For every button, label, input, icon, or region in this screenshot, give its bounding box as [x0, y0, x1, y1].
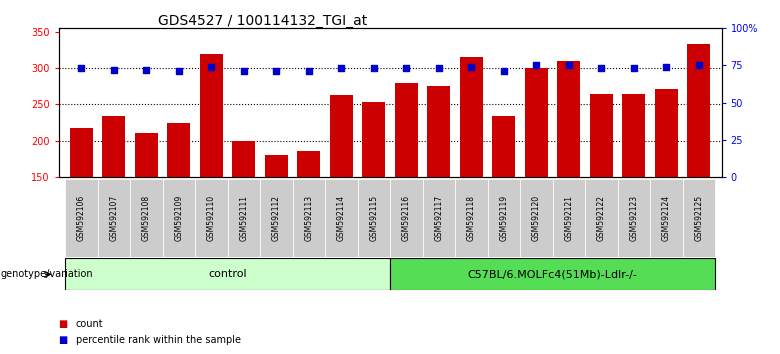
Text: percentile rank within the sample: percentile rank within the sample	[76, 335, 241, 345]
Text: GSM592124: GSM592124	[661, 195, 671, 241]
FancyBboxPatch shape	[423, 179, 455, 257]
Point	[270, 69, 282, 74]
Point	[562, 63, 575, 68]
Bar	[363, 102, 385, 286]
Text: GSM592111: GSM592111	[239, 195, 248, 241]
Text: GSM592107: GSM592107	[109, 195, 119, 241]
Text: GSM592119: GSM592119	[499, 195, 509, 241]
Bar	[655, 88, 678, 286]
FancyBboxPatch shape	[585, 179, 618, 257]
Bar	[232, 141, 255, 286]
FancyBboxPatch shape	[682, 179, 715, 257]
Text: GSM592109: GSM592109	[174, 195, 183, 241]
Bar	[460, 57, 483, 286]
FancyBboxPatch shape	[292, 179, 325, 257]
FancyBboxPatch shape	[195, 179, 228, 257]
Point	[108, 67, 120, 73]
Text: GSM592121: GSM592121	[564, 195, 573, 241]
Text: ■: ■	[58, 319, 68, 329]
Bar	[687, 44, 710, 286]
FancyBboxPatch shape	[520, 179, 552, 257]
Text: GSM592108: GSM592108	[142, 195, 151, 241]
Text: GSM592120: GSM592120	[532, 195, 541, 241]
FancyBboxPatch shape	[260, 179, 292, 257]
Point	[465, 64, 477, 70]
Text: GSM592122: GSM592122	[597, 195, 606, 241]
Text: GSM592125: GSM592125	[694, 195, 704, 241]
Bar	[427, 86, 450, 286]
Text: GSM592115: GSM592115	[369, 195, 378, 241]
Point	[367, 65, 380, 71]
Point	[335, 65, 348, 71]
Text: genotype/variation: genotype/variation	[1, 269, 94, 279]
Bar	[135, 133, 158, 286]
Bar	[492, 116, 515, 286]
Point	[238, 69, 250, 74]
Text: GSM592118: GSM592118	[466, 195, 476, 241]
Point	[498, 69, 510, 74]
Point	[75, 65, 87, 71]
Point	[400, 65, 413, 71]
Bar	[297, 151, 320, 286]
Point	[693, 63, 705, 68]
FancyBboxPatch shape	[488, 179, 520, 257]
Text: C57BL/6.MOLFc4(51Mb)-Ldlr-/-: C57BL/6.MOLFc4(51Mb)-Ldlr-/-	[467, 269, 637, 279]
Text: GSM592113: GSM592113	[304, 195, 314, 241]
Bar	[395, 83, 417, 286]
Point	[660, 64, 672, 70]
FancyBboxPatch shape	[390, 179, 423, 257]
Bar	[265, 154, 288, 286]
FancyBboxPatch shape	[65, 179, 98, 257]
Text: GSM592114: GSM592114	[337, 195, 346, 241]
Bar	[330, 95, 353, 286]
Point	[628, 65, 640, 71]
FancyBboxPatch shape	[325, 179, 357, 257]
FancyBboxPatch shape	[552, 179, 585, 257]
Bar	[200, 54, 222, 286]
FancyBboxPatch shape	[455, 179, 488, 257]
Point	[205, 64, 218, 70]
FancyBboxPatch shape	[228, 179, 260, 257]
Bar	[558, 61, 580, 286]
FancyBboxPatch shape	[390, 258, 715, 290]
FancyBboxPatch shape	[130, 179, 162, 257]
Bar	[102, 116, 125, 286]
Bar	[622, 93, 645, 286]
Point	[172, 69, 185, 74]
Point	[303, 69, 315, 74]
FancyBboxPatch shape	[162, 179, 195, 257]
Bar	[525, 68, 548, 286]
Bar	[70, 128, 93, 286]
FancyBboxPatch shape	[618, 179, 650, 257]
Text: ■: ■	[58, 335, 68, 345]
Text: GDS4527 / 100114132_TGI_at: GDS4527 / 100114132_TGI_at	[158, 14, 367, 28]
Point	[595, 65, 608, 71]
Point	[433, 65, 445, 71]
Text: control: control	[208, 269, 246, 279]
Text: GSM592116: GSM592116	[402, 195, 411, 241]
FancyBboxPatch shape	[650, 179, 682, 257]
Point	[140, 67, 153, 73]
FancyBboxPatch shape	[357, 179, 390, 257]
FancyBboxPatch shape	[98, 179, 130, 257]
Text: GSM592110: GSM592110	[207, 195, 216, 241]
Bar	[168, 122, 190, 286]
Text: GSM592106: GSM592106	[76, 195, 86, 241]
Text: GSM592123: GSM592123	[629, 195, 638, 241]
Bar	[590, 94, 612, 286]
FancyBboxPatch shape	[65, 258, 390, 290]
Text: GSM592112: GSM592112	[271, 195, 281, 241]
Point	[530, 63, 543, 68]
Text: count: count	[76, 319, 103, 329]
Text: GSM592117: GSM592117	[434, 195, 443, 241]
